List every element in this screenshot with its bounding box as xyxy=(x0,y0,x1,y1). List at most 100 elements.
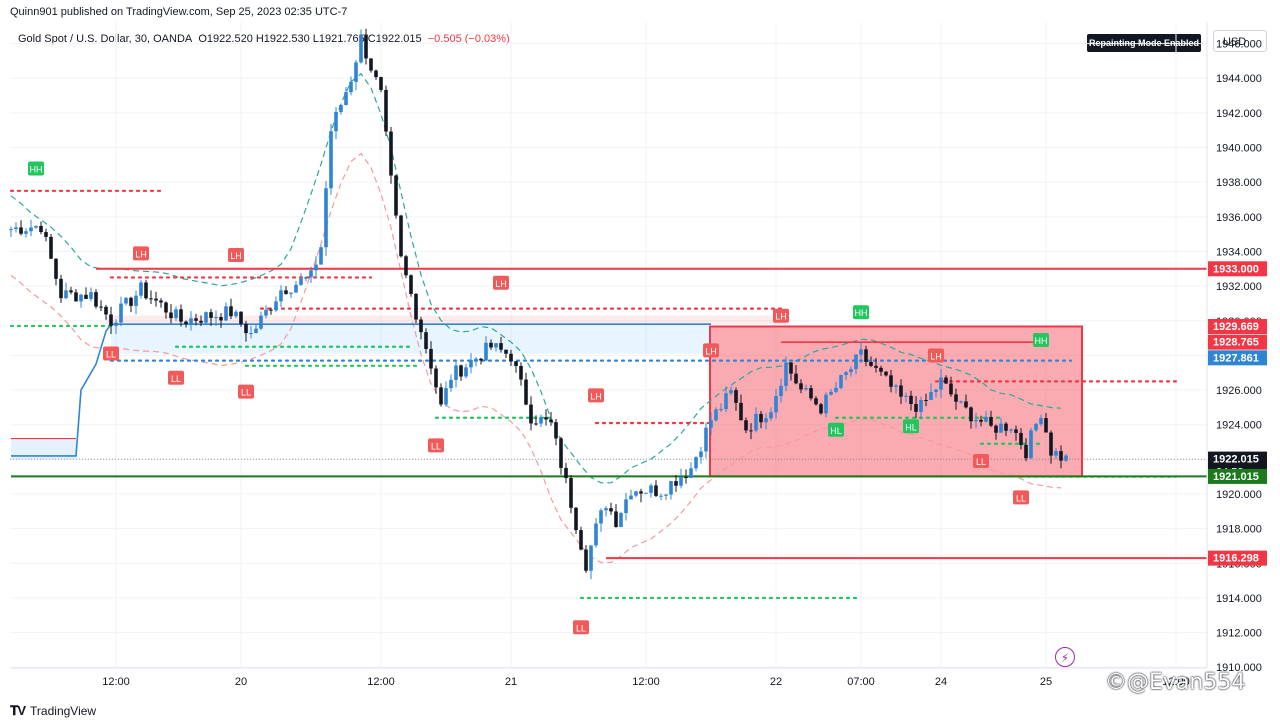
currency-button[interactable]: USD xyxy=(1213,30,1267,52)
time-tick-label: 12:00 xyxy=(102,676,130,688)
tradingview-logo-icon: 𝐓V xyxy=(10,703,26,718)
pivot-label-ll: LL xyxy=(428,438,444,453)
pivot-text: HH xyxy=(1035,336,1048,346)
candle xyxy=(459,365,463,377)
candle xyxy=(909,395,913,404)
candle xyxy=(764,418,768,423)
pivot-text: LH xyxy=(930,352,942,362)
pivot-label-lh: LH xyxy=(133,246,149,261)
pivot-label-hh: HH xyxy=(1033,332,1049,347)
candle xyxy=(664,494,668,496)
candle xyxy=(854,354,858,370)
candle xyxy=(649,485,653,493)
candle xyxy=(349,81,353,93)
price-tag-text: 1922.015 xyxy=(1213,454,1259,466)
candle xyxy=(464,367,468,377)
candle xyxy=(754,413,758,431)
pivot-badge xyxy=(103,346,119,361)
price-tick-label: 1924.000 xyxy=(1216,420,1262,432)
candle xyxy=(304,277,308,279)
candle xyxy=(289,292,293,294)
candle xyxy=(809,388,813,399)
price-tag-text: 1927.861 xyxy=(1213,352,1259,364)
candle xyxy=(279,290,283,302)
candle xyxy=(379,77,383,90)
candle xyxy=(864,349,868,362)
pivot-badge xyxy=(573,620,589,635)
upper-band-line xyxy=(10,72,1062,484)
candle xyxy=(959,401,963,403)
candle xyxy=(434,368,438,388)
candle xyxy=(534,423,538,425)
blue-band xyxy=(11,438,76,460)
candle xyxy=(589,545,593,571)
candle xyxy=(704,427,708,452)
price-tick-label: 1918.000 xyxy=(1216,524,1262,536)
time-tick-label: 12:00 xyxy=(1162,676,1190,688)
price-tag-bg xyxy=(1208,318,1267,334)
time-axis[interactable]: 12:00 20 12:00 21 12:00 22 07:00 24 25 12:00 xyxy=(10,667,1207,688)
price-tag-text: 1921.015 xyxy=(1213,471,1259,483)
pivot-badge xyxy=(853,305,869,320)
candle xyxy=(364,34,368,59)
pivot-label-ll: LL xyxy=(103,346,119,361)
pivot-text: LL xyxy=(576,623,586,633)
pivot-text: LL xyxy=(171,374,181,384)
candle xyxy=(229,306,233,317)
candle xyxy=(749,430,753,432)
candle xyxy=(299,278,303,285)
candle xyxy=(799,383,803,390)
pivot-text: LH xyxy=(230,251,242,261)
candle xyxy=(59,278,63,299)
candle xyxy=(984,417,988,422)
pivot-badge xyxy=(973,453,989,468)
candle xyxy=(559,438,563,468)
grid xyxy=(10,22,1207,668)
lightning-icon[interactable]: ⚡ xyxy=(1055,647,1075,667)
price-tick-label: 1912.000 xyxy=(1216,628,1262,640)
candle xyxy=(264,309,268,316)
price-tick-label: 1938.000 xyxy=(1216,177,1262,189)
candle xyxy=(414,293,418,320)
candle xyxy=(924,400,928,402)
candle xyxy=(639,491,643,494)
candle xyxy=(494,343,498,348)
candle xyxy=(824,394,828,414)
candle xyxy=(784,362,788,386)
pivot-label-ll: LL xyxy=(573,620,589,635)
pivot-label-hl: HL xyxy=(903,419,919,434)
pivot-label-lh: LH xyxy=(703,343,719,358)
candle xyxy=(939,377,943,390)
price-tag: 1928.765 xyxy=(1208,334,1267,350)
candle xyxy=(634,491,638,496)
price-tag-text: 1929.669 xyxy=(1213,321,1259,333)
price-tick-label: 1926.000 xyxy=(1216,385,1262,397)
candle xyxy=(934,389,938,393)
candle xyxy=(614,511,618,527)
candle xyxy=(554,422,558,439)
candle xyxy=(669,481,673,495)
pivot-text: HL xyxy=(830,426,842,436)
candle xyxy=(394,175,398,216)
candle xyxy=(174,309,178,319)
pivot-label-lh: LH xyxy=(493,275,509,290)
candle xyxy=(839,375,843,388)
candle xyxy=(1039,418,1043,424)
candle xyxy=(684,477,688,479)
candle xyxy=(274,301,278,311)
pivot-text: LL xyxy=(241,388,251,398)
candle xyxy=(39,225,43,233)
candle xyxy=(1059,451,1063,461)
candle xyxy=(709,420,713,428)
candle xyxy=(244,323,248,334)
candle xyxy=(1044,418,1048,433)
candle xyxy=(209,312,213,318)
pivot-badge xyxy=(168,370,184,385)
candle xyxy=(164,302,168,313)
candle xyxy=(899,385,903,397)
candle xyxy=(659,495,663,497)
price-tag-text: 1928.765 xyxy=(1213,337,1259,349)
pivot-label-hl: HL xyxy=(828,422,844,437)
candle xyxy=(44,232,48,237)
